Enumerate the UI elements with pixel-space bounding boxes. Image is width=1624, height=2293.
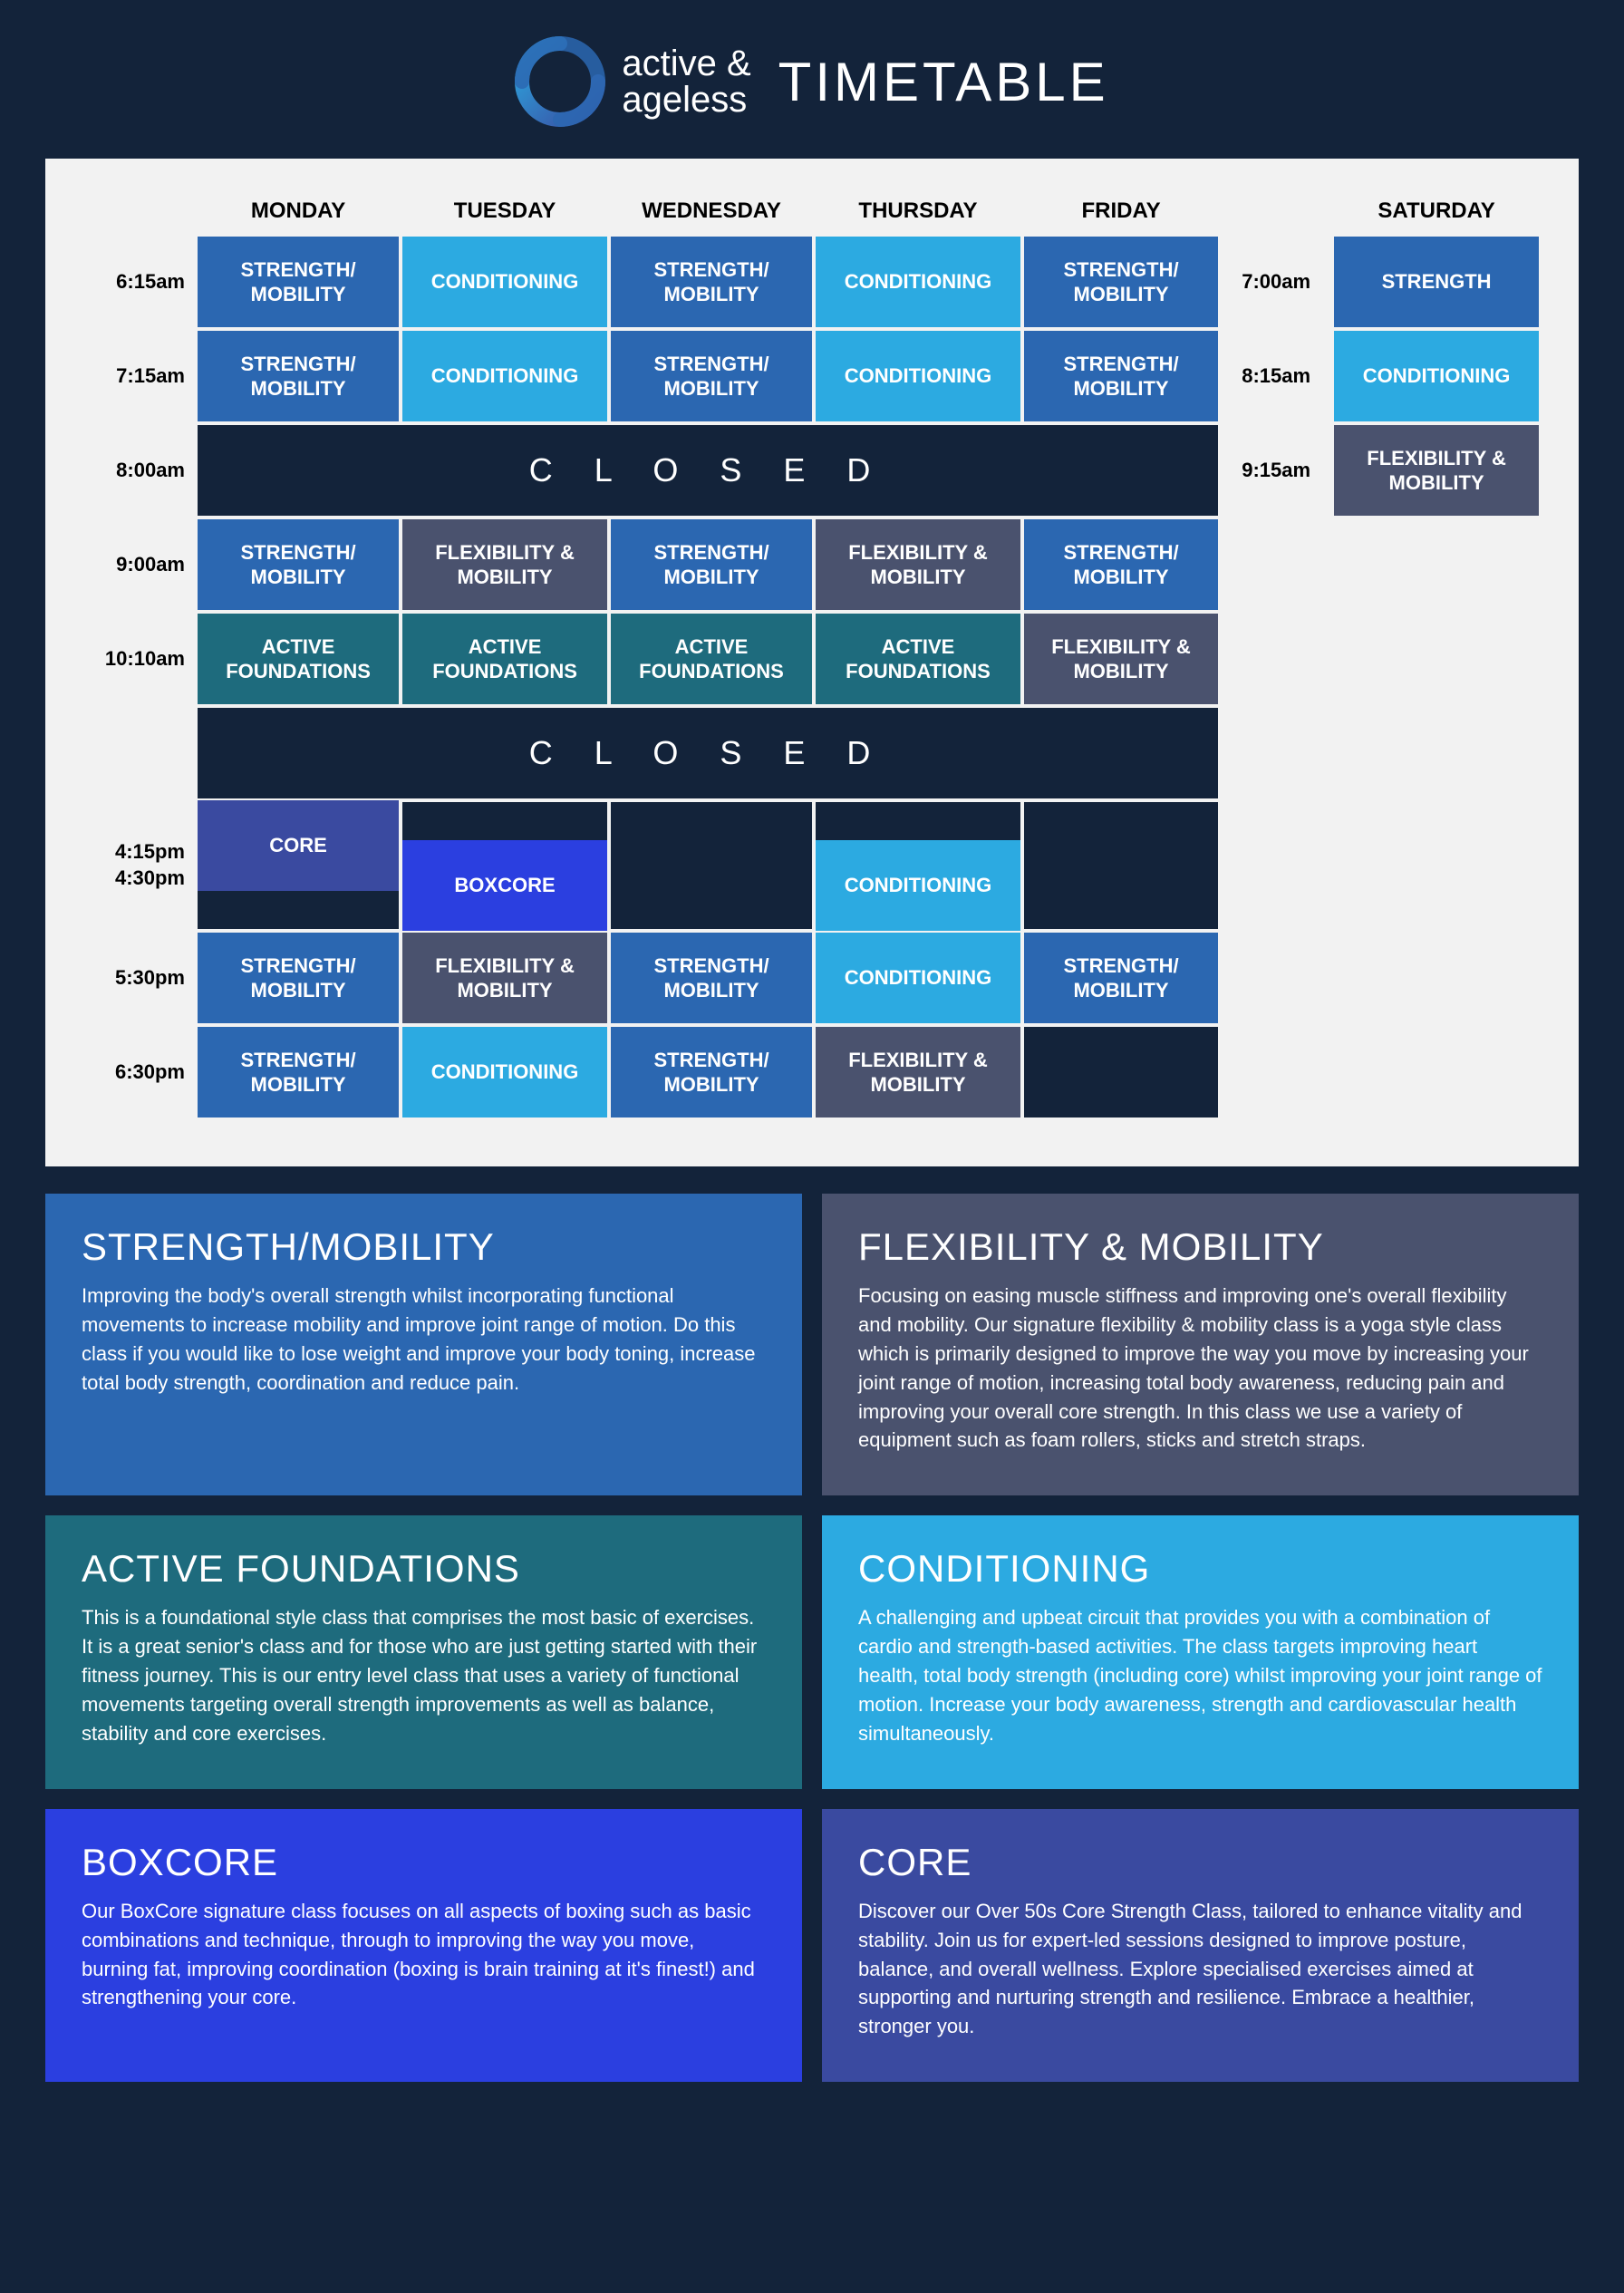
class-cell: FLEXIBILITY &MOBILITY bbox=[402, 519, 607, 610]
class-cell: STRENGTH/MOBILITY bbox=[198, 237, 399, 327]
time-label: 5:30pm bbox=[85, 933, 194, 1023]
class-cell: STRENGTH/MOBILITY bbox=[611, 1027, 812, 1117]
class-cell: STRENGTH/MOBILITY bbox=[198, 519, 399, 610]
empty-cell bbox=[1024, 1027, 1218, 1117]
class-cell: CONDITIONING bbox=[402, 1027, 607, 1117]
empty-cell bbox=[1024, 802, 1218, 929]
class-cell: STRENGTH/MOBILITY bbox=[1024, 519, 1218, 610]
description-title: ACTIVE FOUNDATIONS bbox=[82, 1547, 766, 1591]
time-label: 9:00am bbox=[85, 519, 194, 610]
day-header: WEDNESDAY bbox=[611, 189, 812, 233]
class-cell: CONDITIONING bbox=[816, 331, 1020, 421]
time-label: 8:00am bbox=[85, 425, 194, 516]
class-cell-wrapper: CORE bbox=[198, 802, 399, 929]
brand-logo: active & ageless bbox=[515, 36, 750, 127]
class-cell-wrapper: BOXCORE bbox=[402, 802, 607, 929]
day-header: SATURDAY bbox=[1334, 189, 1539, 233]
logo-swirl-icon bbox=[515, 36, 605, 127]
description-body: Our BoxCore signature class focuses on a… bbox=[82, 1897, 766, 2013]
closed-block: C L O S E D bbox=[198, 708, 1218, 798]
day-header: THURSDAY bbox=[816, 189, 1020, 233]
description-body: Discover our Over 50s Core Strength Clas… bbox=[858, 1897, 1542, 2041]
description-title: CORE bbox=[858, 1841, 1542, 1884]
time-label: 4:15pm4:30pm bbox=[85, 802, 194, 929]
class-cell: STRENGTH bbox=[1334, 237, 1539, 327]
class-cell: FLEXIBILITY &MOBILITY bbox=[402, 933, 607, 1023]
header: active & ageless TIMETABLE bbox=[45, 36, 1579, 127]
class-cell: ACTIVEFOUNDATIONS bbox=[198, 614, 399, 704]
brand-line2: ageless bbox=[622, 82, 750, 118]
class-cell: ACTIVEFOUNDATIONS bbox=[611, 614, 812, 704]
class-cell: STRENGTH/MOBILITY bbox=[611, 331, 812, 421]
time-label: 10:10am bbox=[85, 614, 194, 704]
class-cell: STRENGTH/MOBILITY bbox=[198, 933, 399, 1023]
class-cell: ACTIVEFOUNDATIONS bbox=[816, 614, 1020, 704]
class-descriptions: STRENGTH/MOBILITY Improving the body's o… bbox=[45, 1194, 1579, 2082]
timetable-panel: MONDAYTUESDAYWEDNESDAYTHURSDAYFRIDAY SATU… bbox=[45, 159, 1579, 1166]
class-cell: FLEXIBILITY &MOBILITY bbox=[1334, 425, 1539, 516]
timetable: MONDAYTUESDAYWEDNESDAYTHURSDAYFRIDAY SATU… bbox=[82, 186, 1542, 1121]
day-header: FRIDAY bbox=[1024, 189, 1218, 233]
class-cell: STRENGTH/MOBILITY bbox=[1024, 933, 1218, 1023]
class-cell: CONDITIONING bbox=[402, 237, 607, 327]
class-description: FLEXIBILITY & MOBILITY Focusing on easin… bbox=[822, 1194, 1579, 1495]
class-cell: CONDITIONING bbox=[816, 933, 1020, 1023]
time-label: 8:15am bbox=[1222, 331, 1330, 421]
class-cell: FLEXIBILITY &MOBILITY bbox=[816, 1027, 1020, 1117]
class-cell: STRENGTH/MOBILITY bbox=[1024, 237, 1218, 327]
description-title: CONDITIONING bbox=[858, 1547, 1542, 1591]
description-body: This is a foundational style class that … bbox=[82, 1603, 766, 1747]
description-body: Improving the body's overall strength wh… bbox=[82, 1282, 766, 1398]
class-cell: STRENGTH/MOBILITY bbox=[611, 933, 812, 1023]
class-cell: CONDITIONING bbox=[1334, 331, 1539, 421]
time-label: 6:30pm bbox=[85, 1027, 194, 1117]
brand-line1: active & bbox=[622, 45, 750, 82]
brand-name: active & ageless bbox=[622, 45, 750, 118]
description-body: A challenging and upbeat circuit that pr… bbox=[858, 1603, 1542, 1747]
class-cell: STRENGTH/MOBILITY bbox=[1024, 331, 1218, 421]
class-description: BOXCORE Our BoxCore signature class focu… bbox=[45, 1809, 802, 2082]
time-label: 7:15am bbox=[85, 331, 194, 421]
page-title: TIMETABLE bbox=[778, 51, 1109, 113]
class-description: CORE Discover our Over 50s Core Strength… bbox=[822, 1809, 1579, 2082]
class-cell: CORE bbox=[198, 800, 399, 891]
class-cell: STRENGTH/MOBILITY bbox=[198, 1027, 399, 1117]
class-description: STRENGTH/MOBILITY Improving the body's o… bbox=[45, 1194, 802, 1495]
day-header: MONDAY bbox=[198, 189, 399, 233]
empty-cell bbox=[611, 802, 812, 929]
class-cell: STRENGTH/MOBILITY bbox=[198, 331, 399, 421]
class-cell: CONDITIONING bbox=[816, 840, 1020, 931]
description-title: FLEXIBILITY & MOBILITY bbox=[858, 1225, 1542, 1269]
class-cell: CONDITIONING bbox=[402, 331, 607, 421]
closed-block: C L O S E D bbox=[198, 425, 1218, 516]
description-title: BOXCORE bbox=[82, 1841, 766, 1884]
description-body: Focusing on easing muscle stiffness and … bbox=[858, 1282, 1542, 1455]
time-label: 7:00am bbox=[1222, 237, 1330, 327]
class-cell: STRENGTH/MOBILITY bbox=[611, 237, 812, 327]
description-title: STRENGTH/MOBILITY bbox=[82, 1225, 766, 1269]
class-cell: BOXCORE bbox=[402, 840, 607, 931]
time-label: 6:15am bbox=[85, 237, 194, 327]
class-description: CONDITIONING A challenging and upbeat ci… bbox=[822, 1515, 1579, 1788]
class-description: ACTIVE FOUNDATIONS This is a foundationa… bbox=[45, 1515, 802, 1788]
class-cell: CONDITIONING bbox=[816, 237, 1020, 327]
class-cell: FLEXIBILITY &MOBILITY bbox=[1024, 614, 1218, 704]
time-label: 9:15am bbox=[1222, 425, 1330, 516]
class-cell-wrapper: CONDITIONING bbox=[816, 802, 1020, 929]
class-cell: ACTIVEFOUNDATIONS bbox=[402, 614, 607, 704]
day-header: TUESDAY bbox=[402, 189, 607, 233]
class-cell: STRENGTH/MOBILITY bbox=[611, 519, 812, 610]
class-cell: FLEXIBILITY &MOBILITY bbox=[816, 519, 1020, 610]
